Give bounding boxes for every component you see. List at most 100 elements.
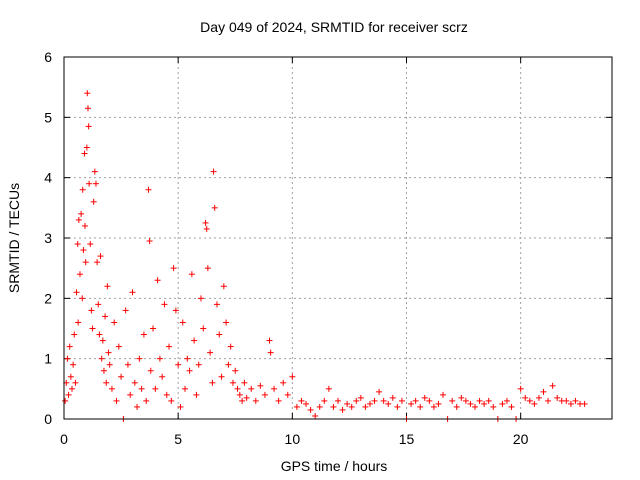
data-point bbox=[138, 385, 145, 392]
data-point bbox=[280, 379, 287, 386]
data-point bbox=[102, 313, 109, 320]
data-point bbox=[143, 397, 150, 404]
data-point bbox=[166, 343, 173, 350]
y-tick-label: 1 bbox=[44, 351, 52, 367]
data-point bbox=[220, 283, 227, 290]
data-point bbox=[103, 379, 110, 386]
data-point bbox=[84, 90, 91, 97]
data-point bbox=[175, 361, 182, 368]
data-point bbox=[426, 397, 433, 404]
data-point bbox=[73, 289, 80, 296]
data-point bbox=[545, 397, 552, 404]
data-point bbox=[152, 385, 159, 392]
data-point bbox=[131, 379, 138, 386]
data-point bbox=[92, 180, 99, 187]
data-point bbox=[435, 400, 442, 407]
data-point bbox=[75, 319, 82, 326]
data-point bbox=[64, 355, 71, 362]
data-point bbox=[330, 403, 337, 410]
data-point bbox=[232, 367, 239, 374]
y-tick-label: 5 bbox=[44, 109, 52, 125]
data-point bbox=[421, 394, 428, 401]
data-point bbox=[72, 379, 79, 386]
data-point bbox=[99, 337, 106, 344]
data-point bbox=[234, 385, 241, 392]
y-tick-label: 2 bbox=[44, 290, 52, 306]
data-point bbox=[204, 265, 211, 272]
data-point bbox=[95, 301, 102, 308]
data-point bbox=[389, 394, 396, 401]
data-point bbox=[100, 367, 107, 374]
data-point bbox=[490, 403, 497, 410]
data-point bbox=[366, 400, 373, 407]
x-tick-label: 15 bbox=[399, 431, 415, 447]
data-point bbox=[243, 394, 250, 401]
data-point bbox=[225, 361, 232, 368]
data-point bbox=[485, 397, 492, 404]
data-point bbox=[106, 361, 113, 368]
chart-title: Day 049 of 2024, SRMTID for receiver scr… bbox=[200, 19, 468, 35]
data-point bbox=[159, 373, 166, 380]
data-point bbox=[353, 397, 360, 404]
data-point bbox=[517, 385, 524, 392]
data-point bbox=[275, 397, 282, 404]
y-tick-label: 3 bbox=[44, 230, 52, 246]
data-point bbox=[503, 397, 510, 404]
data-point bbox=[202, 219, 209, 226]
data-point bbox=[80, 247, 87, 254]
y-tick-label: 4 bbox=[44, 170, 52, 186]
data-point bbox=[62, 397, 69, 404]
data-point bbox=[136, 355, 143, 362]
data-point bbox=[362, 403, 369, 410]
data-point bbox=[267, 349, 274, 356]
data-point bbox=[88, 307, 95, 314]
data-point bbox=[113, 397, 120, 404]
data-point bbox=[307, 406, 314, 413]
data-point bbox=[118, 373, 125, 380]
data-point bbox=[211, 204, 218, 211]
data-point bbox=[168, 397, 175, 404]
data-point bbox=[81, 150, 88, 157]
data-point bbox=[145, 186, 152, 193]
x-ticks: 0 5 10 15 20 bbox=[60, 57, 529, 447]
data-point bbox=[344, 400, 351, 407]
data-point bbox=[385, 400, 392, 407]
data-point bbox=[316, 403, 323, 410]
data-point bbox=[223, 319, 230, 326]
data-point bbox=[216, 331, 223, 338]
data-point bbox=[218, 373, 225, 380]
x-tick-label: 0 bbox=[60, 431, 68, 447]
x-tick-label: 10 bbox=[285, 431, 301, 447]
y-axis-label: SRMTID / TECUs bbox=[6, 183, 22, 293]
data-point bbox=[86, 180, 93, 187]
data-point bbox=[210, 168, 217, 175]
data-point bbox=[83, 144, 90, 151]
data-point bbox=[236, 391, 243, 398]
data-point bbox=[108, 385, 115, 392]
data-point bbox=[241, 379, 248, 386]
data-point bbox=[458, 394, 465, 401]
data-point bbox=[209, 379, 216, 386]
data-point bbox=[380, 397, 387, 404]
data-point bbox=[96, 331, 103, 338]
data-point bbox=[146, 238, 153, 245]
data-point bbox=[449, 397, 456, 404]
data-point bbox=[298, 397, 305, 404]
data-point bbox=[66, 343, 73, 350]
data-point bbox=[266, 337, 273, 344]
data-point bbox=[312, 412, 319, 419]
data-point bbox=[203, 225, 210, 232]
data-point bbox=[549, 382, 556, 389]
data-point bbox=[163, 391, 170, 398]
data-point bbox=[150, 325, 157, 332]
x-tick-label: 5 bbox=[174, 431, 182, 447]
data-point bbox=[200, 325, 207, 332]
data-point bbox=[531, 400, 538, 407]
data-point bbox=[188, 271, 195, 278]
data-point bbox=[124, 361, 131, 368]
grid bbox=[64, 57, 612, 419]
data-point bbox=[127, 391, 134, 398]
data-point bbox=[191, 337, 198, 344]
data-point bbox=[179, 319, 186, 326]
data-point bbox=[227, 343, 234, 350]
